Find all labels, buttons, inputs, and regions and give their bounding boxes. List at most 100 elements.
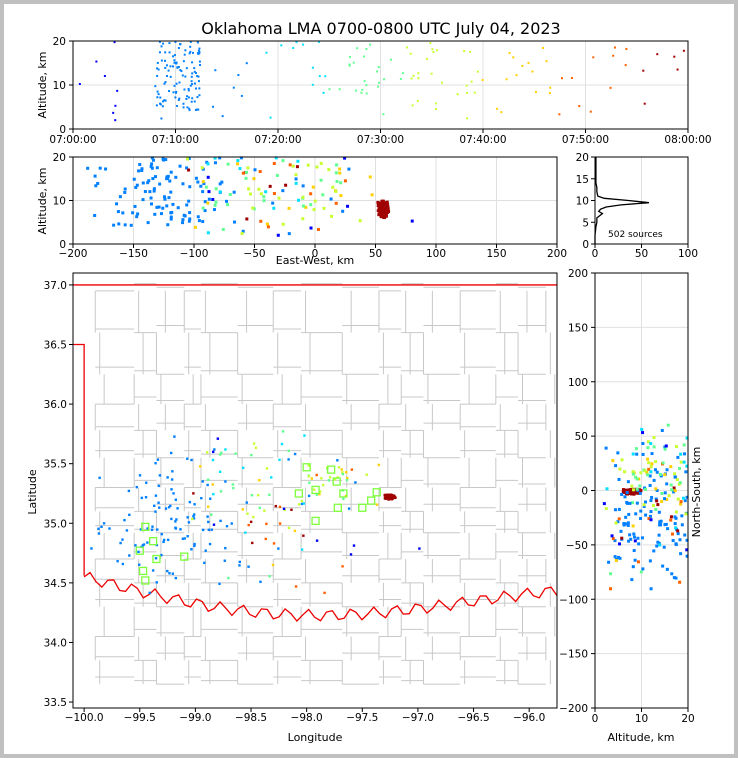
ns-height-point <box>635 501 639 505</box>
lma-station-marker <box>138 566 148 576</box>
hist-tick-label: 50 <box>635 248 648 260</box>
ew-height-point <box>272 192 276 196</box>
plan-view-point <box>203 561 206 565</box>
time-height-point <box>425 57 428 60</box>
ew-height-point <box>295 165 299 169</box>
plan-view-point <box>146 527 149 530</box>
plan-view-point <box>321 483 325 487</box>
plan-view-point <box>174 576 178 580</box>
time-height-point <box>114 104 117 107</box>
ns-height-point <box>663 491 667 495</box>
plan-view-point <box>315 539 319 542</box>
time-height-point <box>545 60 548 63</box>
ns-height-point <box>613 539 617 543</box>
ew-height-point <box>166 223 170 227</box>
plan-view-point <box>365 473 368 476</box>
time-height-point <box>158 40 161 43</box>
ew-height-point <box>194 176 198 180</box>
ew-height-point <box>410 219 414 223</box>
time-tick-label: 07:40:00 <box>459 134 506 146</box>
time-height-point <box>187 87 190 90</box>
ns-height-point <box>641 452 645 456</box>
time-height-point <box>182 102 185 105</box>
plan-view-point <box>345 478 349 482</box>
time-height-point <box>416 100 419 103</box>
ew-height-point <box>251 206 255 210</box>
ew-tick-label: 0 <box>312 248 319 260</box>
ew-height-point <box>301 184 305 188</box>
time-height-point <box>187 89 190 92</box>
plan-view-point <box>392 495 396 499</box>
ns-height-point <box>644 487 648 491</box>
plan-view-point <box>192 514 195 518</box>
ns-height-point <box>643 500 647 504</box>
ns-height-point <box>672 490 676 494</box>
lma-station-marker <box>326 465 336 474</box>
time-tick-label: 07:50:00 <box>562 134 609 146</box>
ns-height-point <box>669 483 673 487</box>
time-height-point <box>113 41 116 44</box>
ns-y-tick-label: 100 <box>568 377 588 389</box>
lma-station-marker <box>141 522 150 531</box>
ns-tick-label: 20 <box>681 713 694 725</box>
plan-view-point <box>183 537 186 540</box>
time-height-point <box>193 82 196 85</box>
plan-view-point <box>341 472 345 476</box>
time-height-point <box>377 85 380 88</box>
ew-height-point <box>257 187 261 191</box>
plan-view-point <box>252 442 256 445</box>
ns-y-tick-label: 150 <box>568 322 588 334</box>
time-height-point <box>198 51 201 54</box>
time-height-point <box>184 49 187 52</box>
time-height-point <box>160 59 163 62</box>
ns-height-point <box>666 423 670 427</box>
plan-view-point <box>97 532 101 535</box>
time-height-point <box>157 93 160 96</box>
ns-height-point <box>622 522 626 526</box>
time-height-point <box>190 75 193 78</box>
time-height-point <box>189 50 192 53</box>
ns-height-point <box>663 523 667 527</box>
plan-view-point <box>158 506 161 509</box>
time-height-point <box>174 96 177 99</box>
ew-height-point <box>235 162 239 166</box>
ew-height-point <box>301 217 305 221</box>
plan-view-point <box>271 563 275 567</box>
plan-view-point <box>151 525 154 528</box>
time-height-point <box>382 113 385 116</box>
histogram-line <box>594 157 650 244</box>
plan-view-point <box>166 476 169 479</box>
ew-height-point <box>287 206 291 210</box>
plan-view-point <box>139 528 143 531</box>
ew-height-point <box>174 175 178 179</box>
ew-height-point <box>86 166 90 170</box>
time-height-point <box>198 87 201 90</box>
ns-height-point <box>648 514 652 518</box>
time-height-point <box>410 77 413 80</box>
ew-height-point <box>200 166 204 170</box>
plan-view-point <box>128 513 131 517</box>
ew-height-point <box>252 177 256 181</box>
plan-view-point <box>209 497 212 500</box>
time-height-point <box>613 46 616 49</box>
plan-view-point <box>315 493 319 496</box>
ew-height-point <box>167 196 171 200</box>
time-height-point <box>541 46 544 49</box>
time-height-point <box>348 63 351 66</box>
time-height-point <box>183 53 186 56</box>
ns-height-point <box>639 517 643 521</box>
ew-height-point <box>206 231 210 235</box>
plan-view-point <box>190 458 193 462</box>
plan-view-point <box>319 490 322 493</box>
ns-height-point <box>632 491 636 495</box>
time-height-point <box>214 69 217 72</box>
ew-height-point <box>131 211 135 215</box>
hist-alt-tick-label: 10 <box>576 196 589 208</box>
ns-height-point <box>683 452 687 456</box>
ns-height-point <box>604 446 608 450</box>
ew-height-point <box>331 185 335 189</box>
ew-height-point <box>135 183 139 187</box>
ew-height-point <box>214 200 218 204</box>
ew-height-point <box>146 181 150 185</box>
time-height-point <box>470 80 473 83</box>
